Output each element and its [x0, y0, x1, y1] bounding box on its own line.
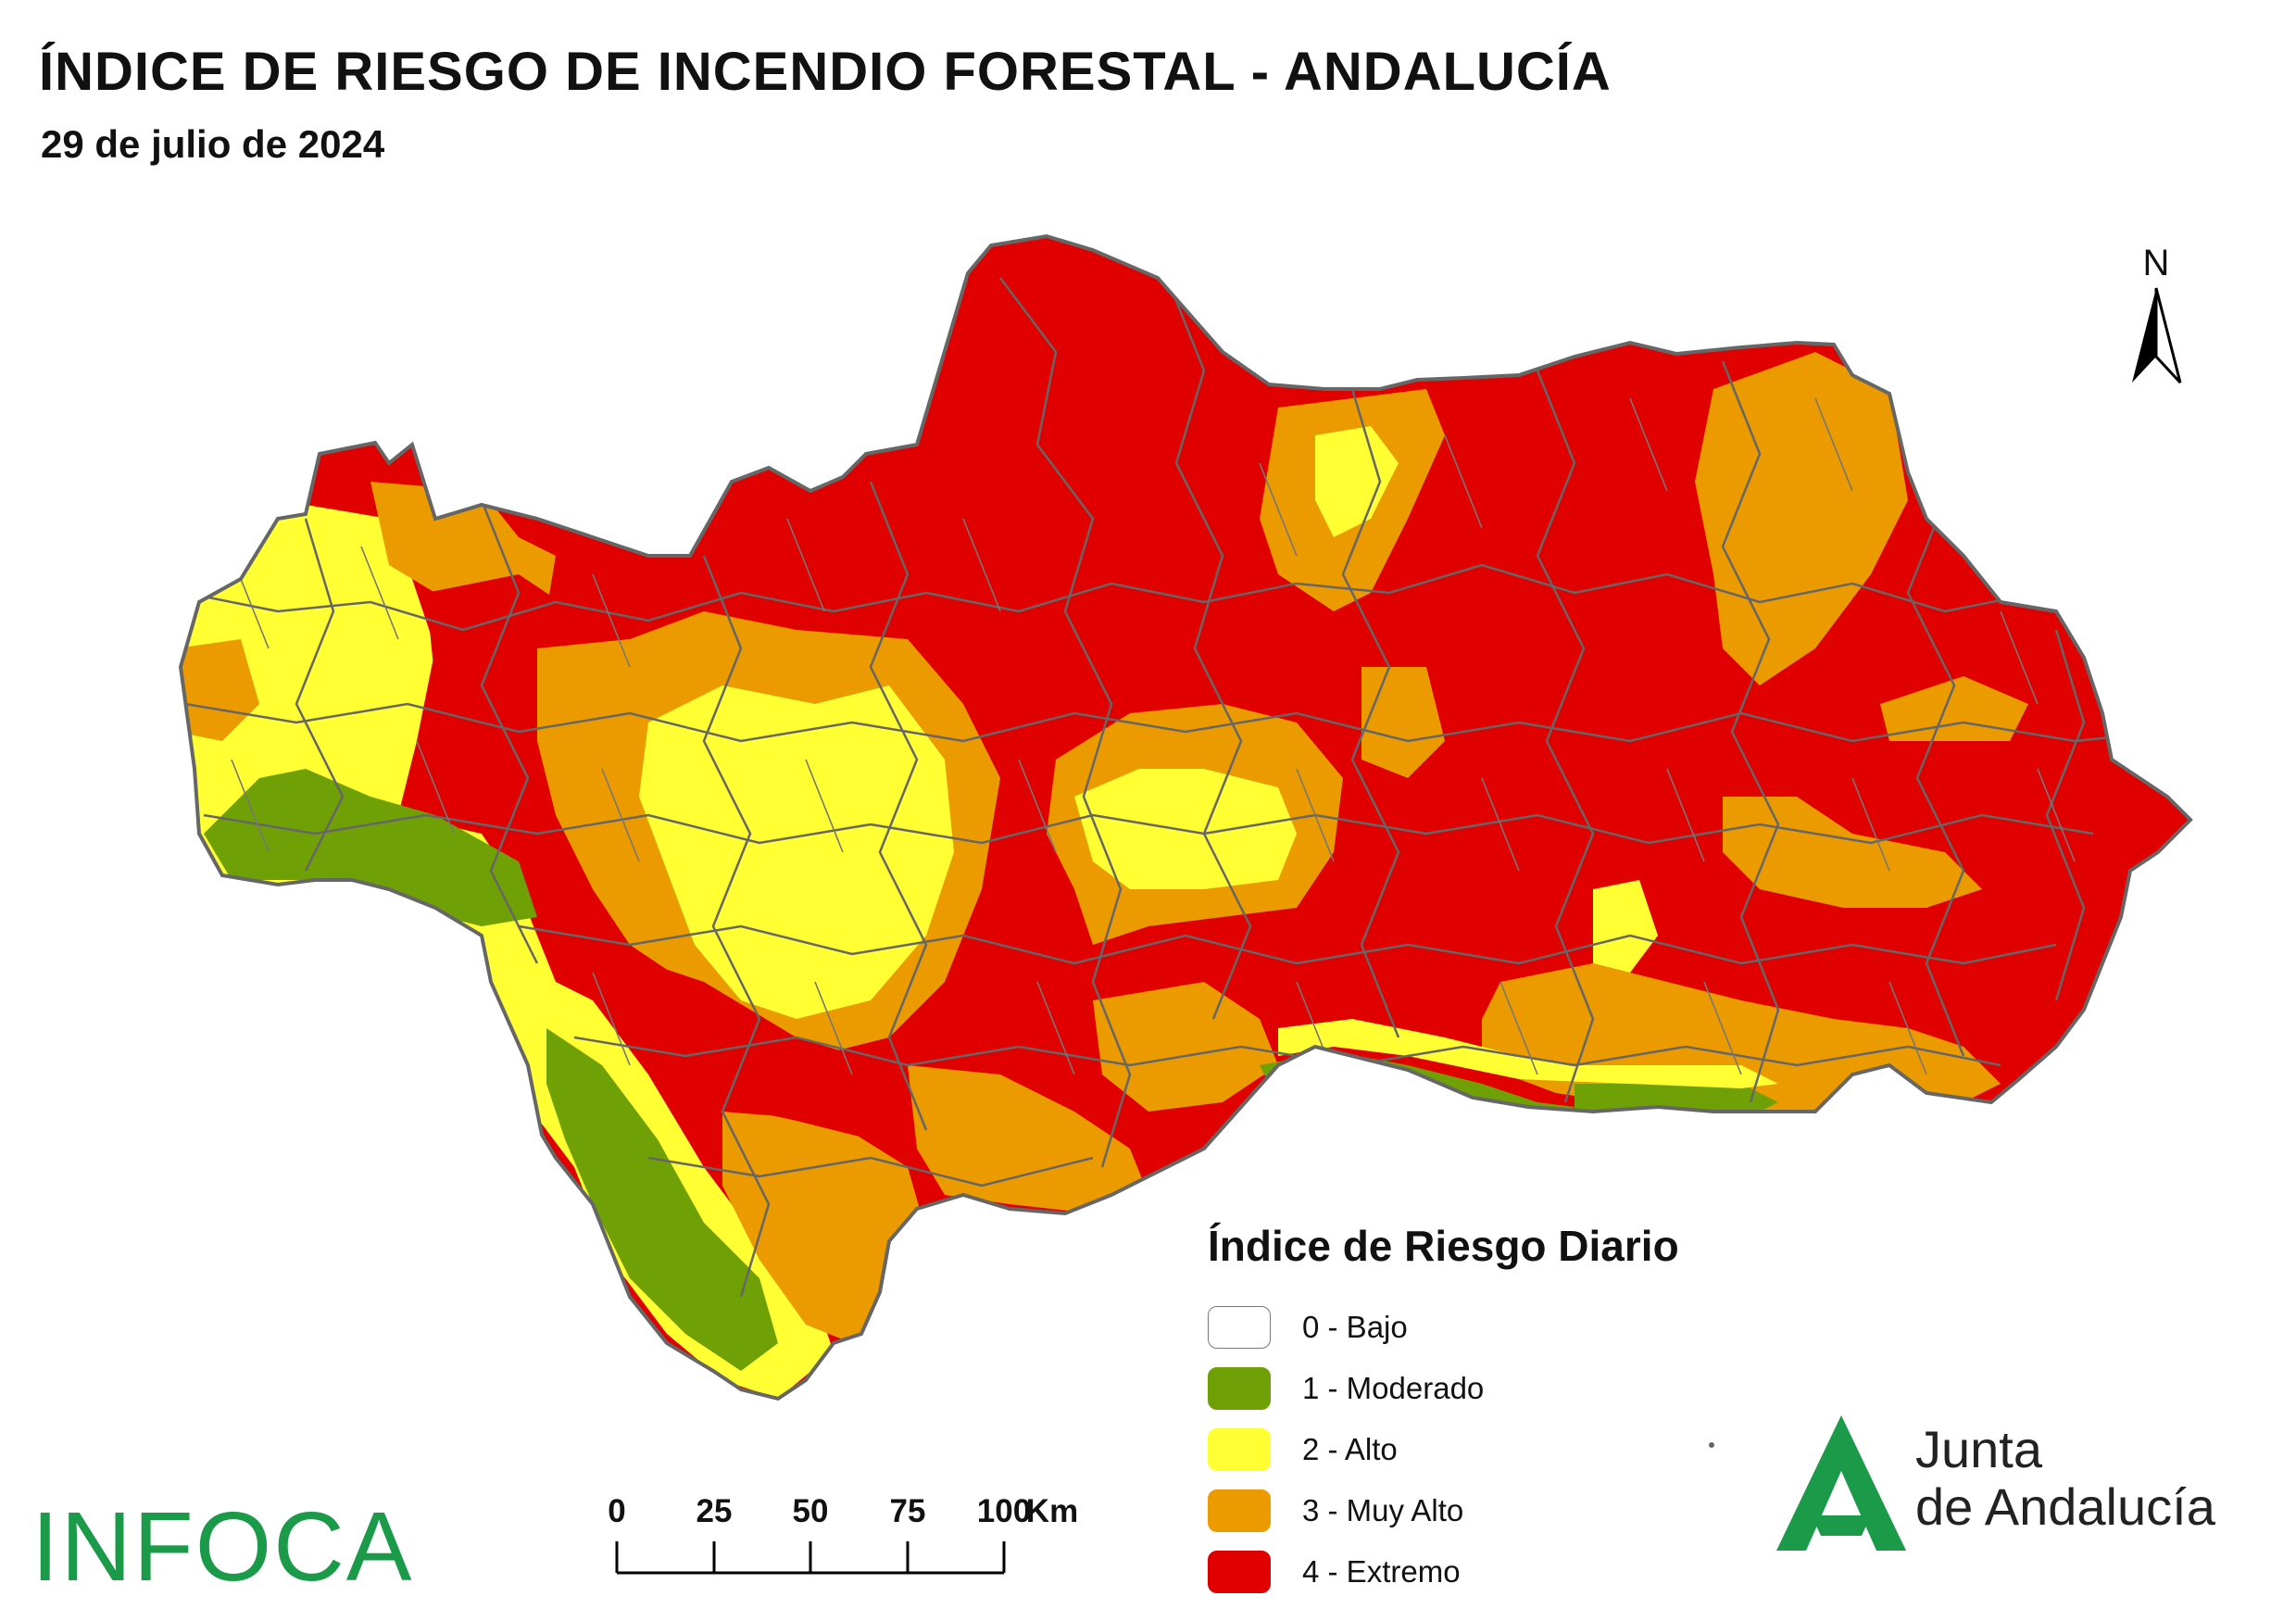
- legend-label-bajo: 0 - Bajo: [1302, 1310, 1408, 1344]
- scale-tick-label-100: 100: [976, 1493, 1032, 1529]
- map-date: 29 de julio de 2024: [41, 122, 385, 166]
- municipal-borders-fine: [231, 397, 2076, 1075]
- scale-tick-label-50: 50: [792, 1493, 829, 1529]
- legend-item-muy-alto: 3 - Muy Alto: [1208, 1480, 1679, 1541]
- scale-tick-label-25: 25: [696, 1493, 733, 1529]
- legend-item-extremo: 4 - Extremo: [1208, 1541, 1679, 1602]
- junta-emblem-icon: [1776, 1415, 1906, 1551]
- legend-item-alto: 2 - Alto: [1208, 1419, 1679, 1480]
- zone-malaga-muy-alto: [908, 1065, 1148, 1213]
- zone-almeria-coast-moderado: [1575, 1084, 1778, 1121]
- zone-cadiz-muy-alto: [722, 1112, 926, 1343]
- zone-almeria-muy-alto-2: [1880, 676, 2028, 741]
- legend-label-moderado: 1 - Moderado: [1302, 1371, 1485, 1405]
- scale-unit: Km: [1025, 1493, 1079, 1529]
- zone-malaga-muy-alto-2: [1093, 982, 1278, 1112]
- junta-line-2: de Andalucía: [1915, 1477, 2215, 1536]
- legend-item-bajo: 0 - Bajo: [1208, 1297, 1679, 1358]
- zone-cadiz-moderado: [546, 1028, 778, 1371]
- junta-line-1: Junta: [1915, 1420, 2042, 1478]
- legend: Índice de Riesgo Diario 0 - Bajo 1 - Mod…: [1208, 1221, 1679, 1602]
- scale-labels: 0 25 50 75 100 Km: [608, 1493, 1130, 1534]
- legend-swatch-moderado: [1208, 1367, 1271, 1410]
- zone-granada-alto: [1593, 880, 1658, 973]
- zone-cadiz-extremo: [611, 954, 926, 1139]
- scale-tick-label-0: 0: [608, 1493, 626, 1529]
- legend-title: Índice de Riesgo Diario: [1208, 1222, 1679, 1270]
- zone-coast-alto: [1278, 1019, 1778, 1088]
- legend-label-muy-alto: 3 - Muy Alto: [1302, 1493, 1464, 1527]
- junta-andalucia-logo: Junta de Andalucía: [1776, 1412, 2277, 1551]
- junta-wordmark: Junta de Andalucía: [1915, 1421, 2215, 1536]
- island-dot: [1709, 1442, 1714, 1448]
- legend-item-moderado: 1 - Moderado: [1208, 1358, 1679, 1419]
- zone-almeria-muy-alto: [1723, 797, 1982, 908]
- scale-tick-label-75: 75: [889, 1493, 926, 1529]
- zone-cordoba-alto: [1074, 769, 1297, 889]
- legend-label-extremo: 4 - Extremo: [1302, 1554, 1461, 1589]
- zone-huelva-muy-alto-2: [181, 639, 259, 741]
- zone-jaen-alto: [1315, 426, 1399, 537]
- legend-swatch-bajo: [1208, 1306, 1271, 1349]
- zone-huelva-moderado: [204, 769, 537, 926]
- north-indicator: N: [2128, 243, 2184, 391]
- legend-swatch-alto: [1208, 1428, 1271, 1471]
- north-arrow-icon: [2132, 287, 2182, 384]
- legend-swatch-muy-alto: [1208, 1489, 1271, 1532]
- scale-bar: 0 25 50 75 100 Km: [608, 1493, 1130, 1585]
- page-title: ÍNDICE DE RIESGO DE INCENDIO FORESTAL - …: [39, 42, 1612, 102]
- zone-jaen-muy-alto-2: [1361, 667, 1445, 778]
- legend-swatch-extremo: [1208, 1551, 1271, 1593]
- zone-granada-muy-alto: [1695, 352, 1908, 685]
- north-label: N: [2142, 243, 2170, 283]
- scale-bar-graphic: [615, 1541, 1006, 1575]
- infoca-logo: INFOCA: [31, 1492, 414, 1602]
- legend-label-alto: 2 - Alto: [1302, 1432, 1398, 1466]
